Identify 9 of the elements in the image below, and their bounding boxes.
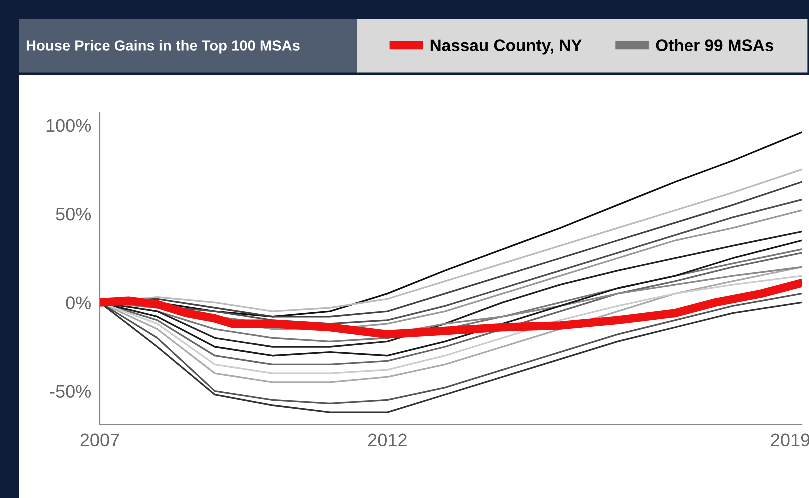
y-tick-label: 100% xyxy=(46,119,92,132)
x-tick-label: 2012 xyxy=(368,434,407,447)
y-tick-label: -50% xyxy=(50,385,92,398)
legend-label: Nassau County, NY xyxy=(430,40,582,55)
chart-title: House Price Gains in the Top 100 MSAs xyxy=(26,40,300,54)
y-tick-label: 50% xyxy=(56,208,92,221)
legend-label: Other 99 MSAs xyxy=(656,39,774,52)
x-tick-label: 2007 xyxy=(80,434,120,447)
y-tick-label: 0% xyxy=(66,296,92,310)
